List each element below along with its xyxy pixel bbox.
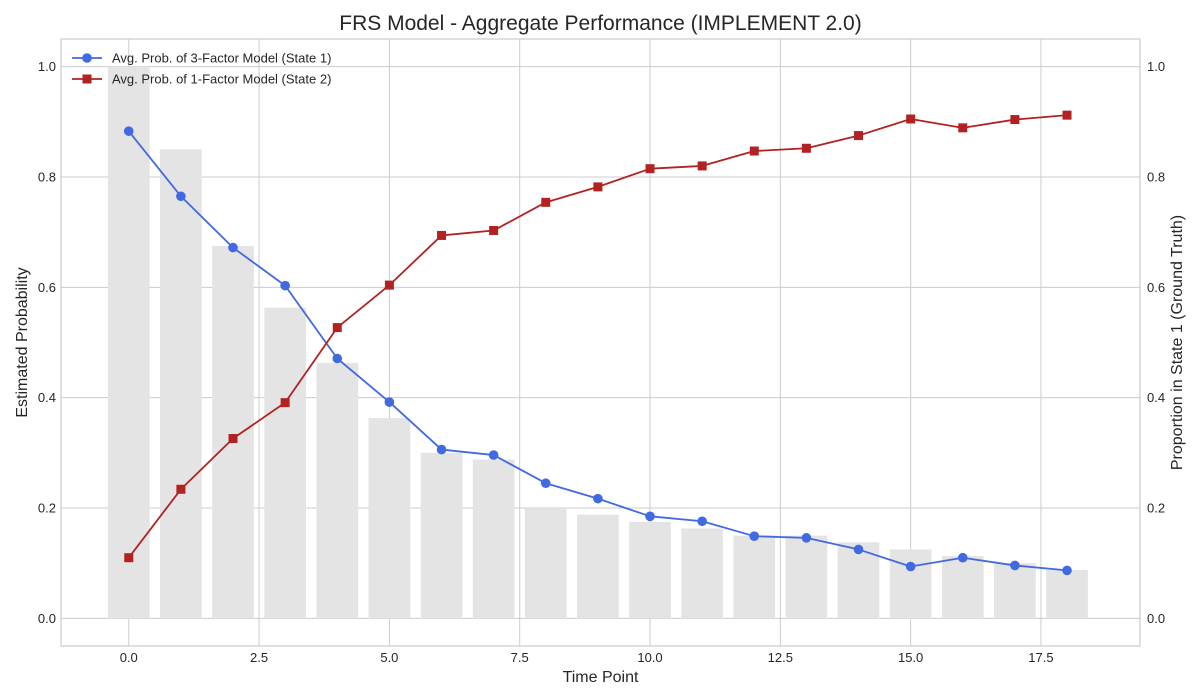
data-point-1 (332, 353, 343, 364)
data-point-2 (437, 230, 447, 240)
data-point-1 (436, 444, 447, 455)
bar (889, 549, 932, 619)
bar (941, 556, 984, 619)
bar (368, 418, 411, 619)
data-point-1 (280, 280, 290, 291)
y2-axis-title: Proportion in State 1 (Ground Truth) (1169, 215, 1186, 470)
x-tick-label: 12.5 (768, 650, 793, 665)
plot-area: 0.0 2.5 5.0 7.5 10.0 12.5 15.0 17.5 0.0 0.2 0.4 0.6… (38, 38, 1165, 665)
bar (837, 542, 880, 619)
y-tick-label: 1.0 (38, 59, 56, 74)
bar (785, 535, 828, 619)
data-point-2 (332, 323, 342, 333)
legend-marker (82, 74, 92, 84)
data-point-2 (176, 484, 186, 494)
x-tick-label: 5.0 (380, 650, 398, 665)
y2-tick-label: 0.8 (1147, 169, 1165, 184)
data-point-2 (384, 280, 394, 290)
data-point-2 (854, 131, 864, 141)
y-tick-label: 0.8 (38, 169, 56, 184)
y2-tick-label: 1.0 (1147, 59, 1165, 74)
y2-tick-label: 0.0 (1147, 611, 1165, 626)
x-axis-title: Time Point (563, 669, 639, 686)
data-point-2 (801, 143, 811, 153)
bar (681, 528, 723, 619)
data-point-1 (905, 561, 916, 572)
data-point-2 (906, 114, 916, 124)
data-point-1 (957, 552, 968, 563)
y-tick-label: 0.0 (38, 611, 56, 626)
data-point-2 (697, 161, 707, 171)
data-point-1 (645, 511, 655, 522)
data-point-2 (749, 146, 759, 156)
data-point-1 (176, 191, 186, 202)
bar (629, 521, 671, 619)
data-point-2 (958, 123, 968, 133)
x-tick-label: 7.5 (511, 650, 529, 665)
data-point-1 (593, 493, 603, 504)
bar (1046, 569, 1088, 619)
bar (420, 452, 463, 619)
data-point-2 (1010, 115, 1020, 125)
plot-frame (60, 38, 1141, 647)
data-point-1 (697, 516, 707, 527)
legend-label: Avg. Prob. of 3-Factor Model (State 1) (112, 51, 331, 66)
bar (733, 535, 776, 619)
data-point-2 (645, 164, 655, 174)
data-point-2 (280, 398, 290, 408)
chart-title: FRS Model - Aggregate Performance (IMPLE… (339, 12, 861, 35)
y-tick-label: 0.2 (38, 501, 56, 516)
data-point-2 (1062, 110, 1072, 120)
bar (264, 307, 306, 619)
bar (212, 245, 254, 619)
data-point-2 (593, 182, 603, 192)
data-point-1 (1010, 560, 1020, 571)
y2-tick-label: 0.4 (1147, 390, 1165, 405)
y2-tick-label: 0.2 (1147, 501, 1165, 516)
x-tick-label: 10.0 (637, 650, 662, 665)
bar (577, 514, 619, 619)
y-axis-title: Estimated Probability (14, 267, 31, 417)
data-point-1 (488, 450, 499, 460)
legend-label: Avg. Prob. of 1-Factor Model (State 2) (112, 72, 331, 87)
y-tick-label: 0.6 (38, 280, 56, 295)
data-point-1 (384, 397, 395, 407)
y2-tick-label: 0.6 (1147, 280, 1165, 295)
bar (524, 508, 567, 619)
data-point-1 (749, 531, 760, 541)
data-point-1 (853, 544, 864, 555)
data-point-1 (540, 478, 551, 489)
x-tick-label: 15.0 (898, 650, 923, 665)
data-point-1 (801, 533, 812, 543)
bar (107, 66, 150, 619)
data-point-2 (124, 553, 134, 563)
x-tick-label: 0.0 (120, 650, 138, 665)
data-point-2 (489, 225, 499, 235)
x-tick-label: 17.5 (1028, 650, 1053, 665)
data-point-2 (541, 197, 551, 207)
data-point-1 (228, 242, 238, 253)
bar (316, 362, 359, 619)
data-point-1 (123, 126, 134, 136)
x-tick-label: 2.5 (250, 650, 268, 665)
legend-marker (82, 53, 92, 63)
y-tick-label: 0.4 (38, 390, 56, 405)
data-point-2 (228, 434, 238, 444)
data-point-1 (1062, 565, 1072, 576)
bar (472, 459, 515, 619)
bar (160, 149, 202, 619)
bar (994, 563, 1036, 619)
